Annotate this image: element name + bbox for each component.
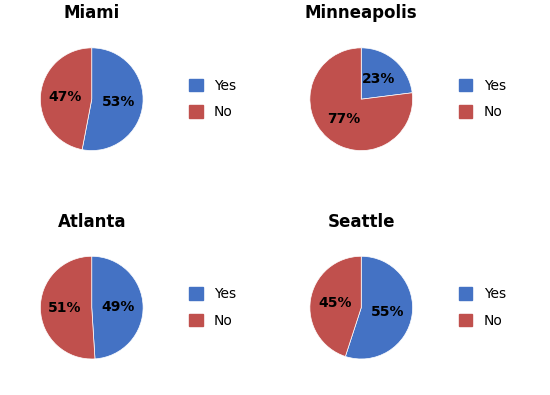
Wedge shape	[310, 256, 361, 356]
Legend: Yes, No: Yes, No	[454, 283, 510, 332]
Title: Miami: Miami	[64, 4, 120, 22]
Title: Atlanta: Atlanta	[58, 213, 126, 231]
Legend: Yes, No: Yes, No	[454, 75, 510, 124]
Wedge shape	[82, 48, 143, 150]
Text: 23%: 23%	[362, 72, 395, 86]
Wedge shape	[40, 48, 92, 150]
Wedge shape	[310, 48, 412, 150]
Text: 49%: 49%	[102, 300, 135, 314]
Wedge shape	[345, 256, 412, 359]
Text: 55%: 55%	[371, 305, 404, 319]
Text: 53%: 53%	[102, 95, 135, 109]
Title: Minneapolis: Minneapolis	[305, 4, 417, 22]
Text: 51%: 51%	[48, 301, 82, 316]
Wedge shape	[361, 48, 412, 99]
Wedge shape	[92, 256, 143, 359]
Legend: Yes, No: Yes, No	[185, 75, 240, 124]
Text: 77%: 77%	[327, 112, 360, 126]
Text: 47%: 47%	[48, 90, 82, 104]
Wedge shape	[40, 256, 95, 359]
Legend: Yes, No: Yes, No	[185, 283, 240, 332]
Text: 45%: 45%	[318, 297, 351, 310]
Title: Seattle: Seattle	[327, 213, 395, 231]
